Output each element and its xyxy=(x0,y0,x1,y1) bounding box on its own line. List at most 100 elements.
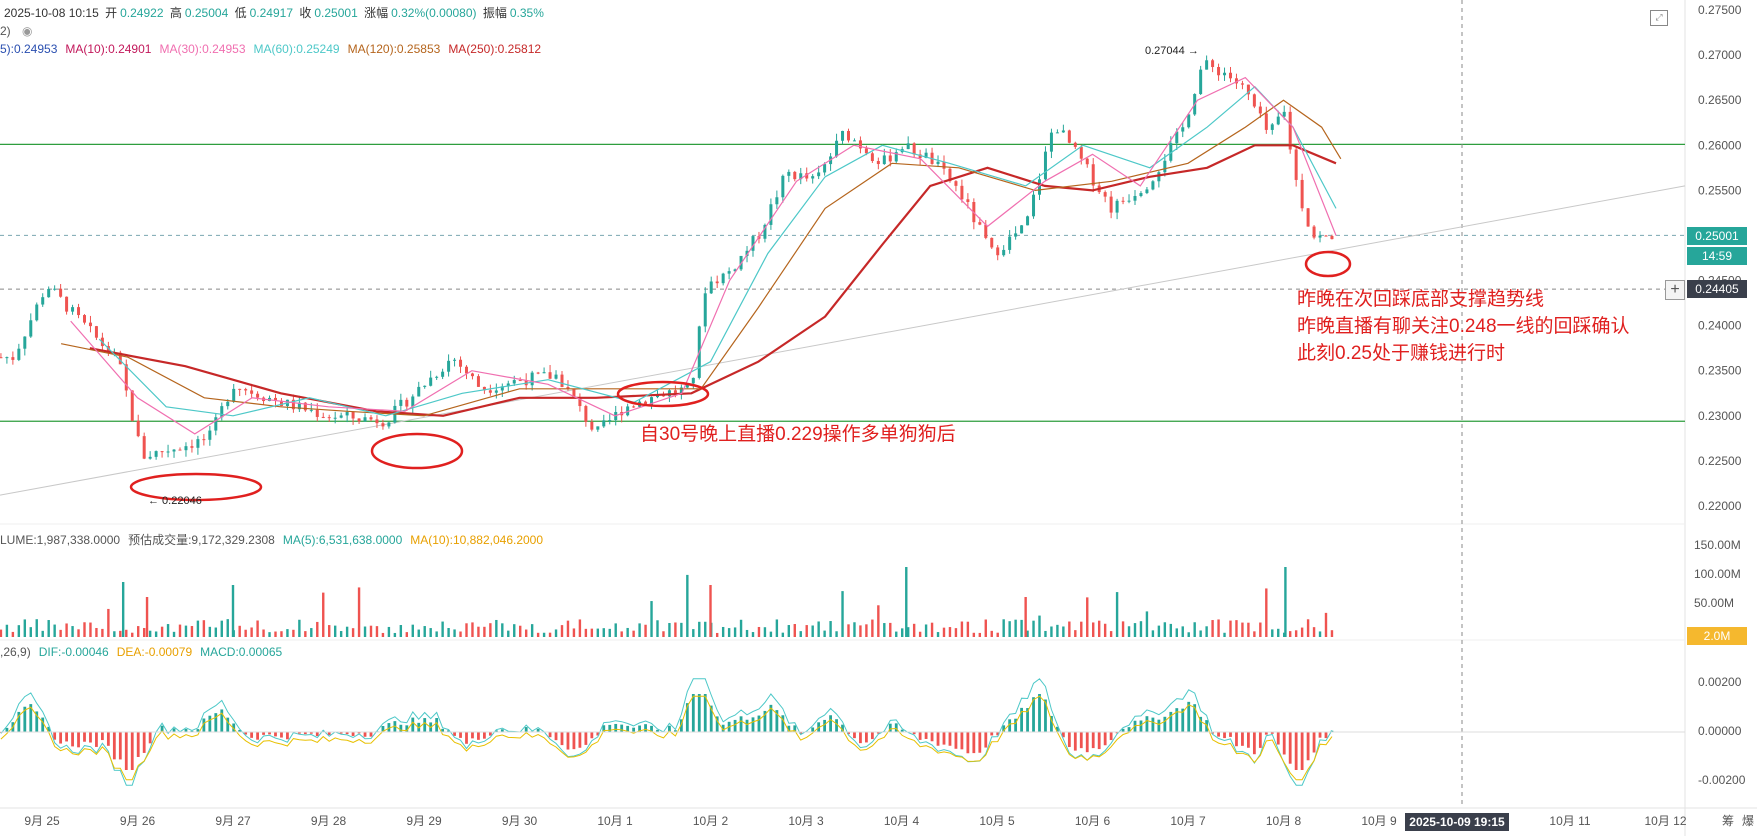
macd-histogram-bar xyxy=(775,710,779,732)
volume-bar xyxy=(1271,629,1274,637)
macd-histogram-bar xyxy=(226,717,230,732)
macd-histogram-bar xyxy=(536,728,540,732)
candle-body xyxy=(1246,84,1250,95)
macd-histogram-bar xyxy=(524,727,528,732)
volume-bar xyxy=(1187,632,1190,637)
macd-histogram-bar xyxy=(106,732,110,746)
macd-histogram-bar xyxy=(483,732,486,739)
candle-body xyxy=(0,357,3,359)
macd-histogram-bar xyxy=(59,732,63,744)
macd-histogram-bar xyxy=(471,732,474,739)
note-right-2: 昨晚直播有聊关注0.248一线的回踩确认 xyxy=(1297,316,1630,337)
volume-bar xyxy=(1032,620,1035,637)
macd-histogram-bar xyxy=(5,727,9,732)
candle-body xyxy=(488,390,492,393)
volume-bar xyxy=(1211,620,1214,637)
candle-body xyxy=(1026,216,1030,226)
volume-bar xyxy=(1145,611,1149,637)
fullscreen-icon[interactable]: ⤢ xyxy=(1650,10,1668,26)
volume-bar xyxy=(17,625,21,637)
volume-bar xyxy=(142,628,146,637)
candle-body xyxy=(632,406,636,408)
candle-body xyxy=(984,224,988,238)
volume-bar xyxy=(1068,621,1071,637)
candle-body xyxy=(793,171,797,180)
macd-histogram-bar xyxy=(1235,732,1238,747)
volume-bar xyxy=(1062,626,1065,637)
indicator-sub-row: 2) ◉ xyxy=(0,24,33,38)
x-label-10: 10月 5 xyxy=(979,814,1015,828)
candle-body xyxy=(691,377,695,384)
volume-bar xyxy=(196,620,200,637)
volume-bar xyxy=(841,591,844,637)
candle-body xyxy=(238,388,242,390)
volume-bar xyxy=(1151,630,1155,637)
macd-histogram-bar xyxy=(781,715,785,732)
macd-dif-line xyxy=(0,678,1333,786)
volume-bar xyxy=(369,625,373,637)
x-label-3: 9月 28 xyxy=(311,814,347,828)
macd-histogram-bar xyxy=(1258,732,1262,748)
macd-histogram-bar xyxy=(721,724,725,732)
macd-histogram-bar xyxy=(148,732,152,744)
volume-bar xyxy=(101,628,104,637)
volume-bar xyxy=(698,621,701,637)
volume-bar xyxy=(357,587,361,637)
volume-bar xyxy=(751,632,755,637)
volume-bar xyxy=(202,620,206,637)
macd-histogram-bar xyxy=(900,729,904,732)
macd-histogram-bar xyxy=(709,705,713,732)
candle-body xyxy=(279,400,283,406)
note-right-3: 此刻0.25处于赚钱进行时 xyxy=(1297,343,1505,364)
volume-bar xyxy=(602,628,605,637)
macd-histogram-bar xyxy=(876,732,880,734)
volume-bar xyxy=(1193,622,1196,637)
macd-legend-item-0: ,26,9) xyxy=(0,645,31,659)
volume-bar xyxy=(447,627,450,637)
macd-histogram-bar xyxy=(626,725,630,732)
macd-histogram-bar xyxy=(238,729,242,732)
volume-bar xyxy=(1318,631,1322,637)
macd-histogram-bar xyxy=(644,724,647,732)
volume-bar xyxy=(328,625,331,637)
macd-histogram-bar xyxy=(1181,708,1185,732)
eye-icon[interactable]: ◉ xyxy=(22,24,33,38)
candle-body xyxy=(1145,189,1149,194)
volume-bar xyxy=(984,619,987,637)
macd-histogram-bar xyxy=(65,732,68,742)
macd-histogram-bar xyxy=(829,715,832,732)
macd-histogram-bar xyxy=(841,724,844,732)
candle-body xyxy=(357,418,361,422)
macd-histogram-bar xyxy=(447,730,450,732)
macd-histogram-bar xyxy=(256,732,259,740)
volume-bar xyxy=(417,629,420,637)
candle-body xyxy=(608,420,612,422)
volume-bar xyxy=(578,619,582,637)
macd-histogram-bar xyxy=(1294,732,1298,770)
macd-histogram-bar xyxy=(1109,732,1113,741)
x-label-9: 10月 4 xyxy=(884,814,920,828)
volume-bar xyxy=(1014,619,1017,637)
volume-bar xyxy=(23,619,27,637)
x-label-4: 9月 29 xyxy=(406,814,442,828)
candle-body xyxy=(369,417,373,420)
volume-bar xyxy=(930,622,934,637)
volume-bar xyxy=(590,628,594,637)
volume-bar xyxy=(1139,621,1143,637)
volume-bar xyxy=(160,626,164,637)
macd-histogram-bar xyxy=(1103,732,1107,746)
candle-body xyxy=(17,348,21,360)
volume-bar xyxy=(829,621,832,637)
plus-icon[interactable]: + xyxy=(1665,280,1685,300)
candle-body xyxy=(1282,111,1286,117)
volume-spike xyxy=(121,582,125,637)
macd-histogram-bar xyxy=(668,725,671,732)
macd-histogram-bar xyxy=(572,732,576,750)
candle-body xyxy=(763,224,767,239)
macd-histogram-bar xyxy=(53,732,57,740)
macd-histogram-bar xyxy=(1264,732,1268,735)
volume-bar xyxy=(393,632,397,637)
macd-histogram-bar xyxy=(435,718,439,732)
macd-histogram-bar xyxy=(566,732,570,750)
